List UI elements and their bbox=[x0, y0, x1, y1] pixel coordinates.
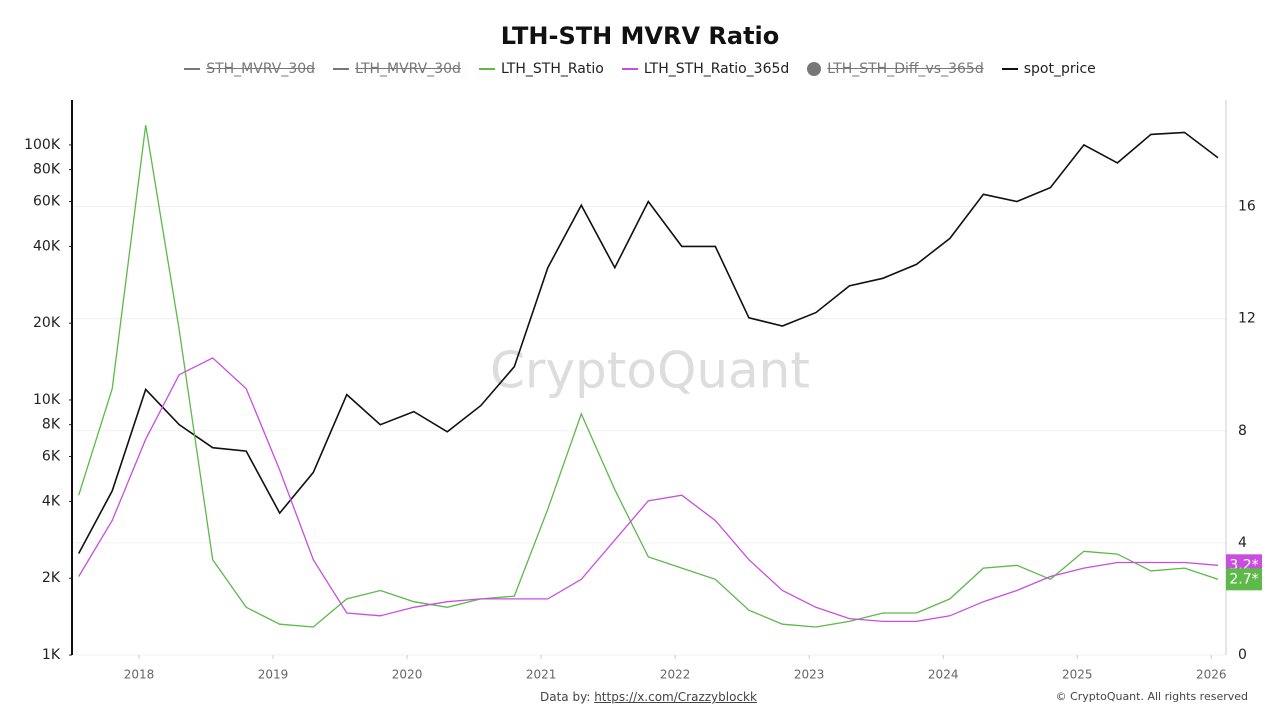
x-tick-label: 2026 bbox=[1196, 668, 1227, 682]
y-tick-label: 2K bbox=[42, 570, 61, 586]
legend-item[interactable]: STH_MVRV_30d bbox=[184, 61, 315, 77]
legend-label: LTH_MVRV_30d bbox=[355, 61, 461, 77]
source-link[interactable]: https://x.com/Crazzyblockk bbox=[594, 690, 757, 704]
legend-label: spot_price bbox=[1023, 61, 1096, 77]
legend-item[interactable]: LTH_STH_Diff_vs_365d bbox=[807, 61, 984, 77]
series-line bbox=[78, 125, 1219, 628]
x-tick-label: 2021 bbox=[526, 668, 557, 682]
series-line bbox=[78, 357, 1219, 623]
y2-tick-label: 8 bbox=[1238, 423, 1247, 439]
legend: STH_MVRV_30d LTH_MVRV_30d LTH_STH_Ratio LTH… bbox=[0, 61, 1280, 77]
legend-swatch bbox=[184, 68, 201, 70]
legend-item[interactable]: spot_price bbox=[1001, 61, 1096, 77]
legend-item[interactable]: LTH_MVRV_30d bbox=[333, 61, 461, 77]
data-source: Data by: https://x.com/Crazzyblockk bbox=[540, 690, 757, 704]
y-tick-label: 80K bbox=[33, 162, 61, 178]
data-by: Data by: bbox=[540, 690, 591, 704]
x-tick-label: 2020 bbox=[392, 668, 423, 682]
y2-tick-label: 12 bbox=[1238, 311, 1256, 327]
legend-label: LTH_STH_Diff_vs_365d bbox=[827, 61, 984, 77]
copyright: © CryptoQuant. All rights reserved bbox=[1055, 690, 1248, 703]
legend-label: LTH_STH_Ratio bbox=[500, 61, 604, 77]
y-tick-label: 60K bbox=[33, 193, 61, 209]
y-tick-label: 40K bbox=[33, 238, 61, 254]
y2-tick-label: 4 bbox=[1238, 535, 1247, 551]
legend-label: LTH_STH_Ratio_365d bbox=[643, 61, 790, 77]
y-tick-label: 10K bbox=[33, 392, 61, 408]
x-tick-label: 2024 bbox=[928, 668, 959, 682]
y-tick-label: 100K bbox=[24, 137, 61, 153]
x-tick-label: 2025 bbox=[1062, 668, 1093, 682]
x-tick-label: 2022 bbox=[660, 668, 691, 682]
y2-tick-label: 0 bbox=[1238, 647, 1247, 663]
y2-tick-label: 16 bbox=[1238, 199, 1256, 215]
legend-swatch bbox=[1001, 68, 1018, 70]
series-line bbox=[77, 131, 1219, 554]
y-tick-label: 8K bbox=[42, 417, 61, 433]
chart-title: LTH-STH MVRV Ratio bbox=[501, 22, 780, 50]
last-value-label: 2.7* bbox=[1229, 571, 1258, 587]
y-tick-label: 4K bbox=[42, 493, 61, 509]
legend-swatch bbox=[621, 68, 638, 70]
y-tick-label: 20K bbox=[33, 315, 61, 331]
last-value-box bbox=[1226, 568, 1262, 591]
legend-swatch bbox=[478, 68, 495, 70]
watermark: CryptoQuant bbox=[490, 342, 810, 400]
legend-item[interactable]: LTH_STH_Ratio_365d bbox=[621, 61, 790, 77]
x-tick-label: 2018 bbox=[124, 668, 155, 682]
chart: LTH-STH MVRV Ratio CryptoQuant 0 4 8 12 16 1K… bbox=[24, 22, 1262, 682]
legend-swatch bbox=[333, 68, 350, 70]
y-tick-label: 6K bbox=[42, 449, 61, 465]
y-tick-label: 1K bbox=[42, 647, 61, 663]
legend-swatch bbox=[807, 62, 822, 76]
legend-item[interactable]: LTH_STH_Ratio bbox=[478, 61, 604, 77]
x-tick-label: 2023 bbox=[794, 668, 825, 682]
legend-label: STH_MVRV_30d bbox=[206, 61, 316, 77]
x-tick-label: 2019 bbox=[258, 668, 289, 682]
